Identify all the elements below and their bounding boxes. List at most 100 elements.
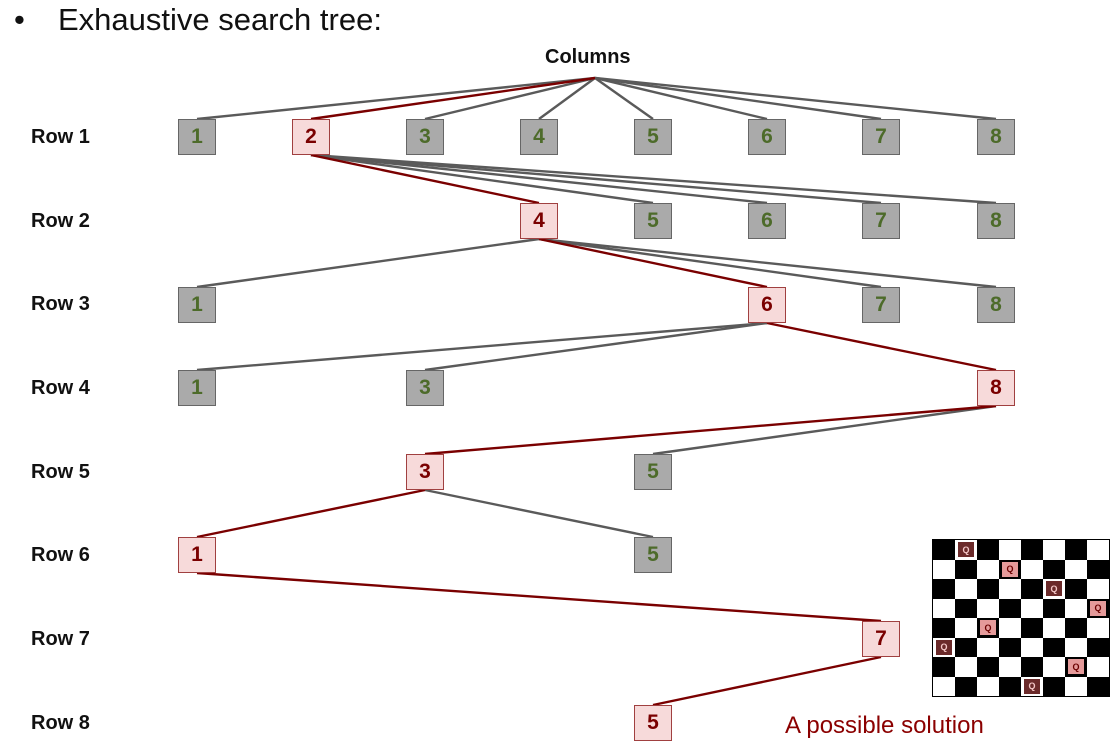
tree-node: 1 xyxy=(178,287,216,323)
board-cell xyxy=(999,618,1021,638)
solution-node: 4 xyxy=(520,203,558,239)
board-cell xyxy=(1043,598,1065,618)
tree-edge xyxy=(424,76,596,121)
board-cell xyxy=(1021,540,1043,560)
board-cell xyxy=(1021,579,1043,599)
solution-board: Q Q Q Q Q Q Q Q xyxy=(932,539,1110,697)
queen-icon: Q xyxy=(1002,561,1018,577)
tree-node: 7 xyxy=(862,287,900,323)
board-cell xyxy=(1043,540,1065,560)
board-cell: Q xyxy=(999,559,1021,579)
board-cell xyxy=(1021,598,1043,618)
board-cell xyxy=(1087,657,1109,677)
tree-edge xyxy=(196,237,540,289)
queen-icon: Q xyxy=(936,639,952,655)
tree-edge xyxy=(310,153,997,205)
row-label-4: Row 4 xyxy=(31,377,90,399)
board-cell xyxy=(999,657,1021,677)
board-cell xyxy=(1065,598,1087,618)
solution-edge xyxy=(424,404,997,456)
tree-edge xyxy=(538,77,596,120)
tree-node: 6 xyxy=(748,203,786,239)
tree-node: 5 xyxy=(634,119,672,155)
tree-edge xyxy=(594,77,654,120)
tree-edge xyxy=(196,321,768,372)
tree-node: 1 xyxy=(178,119,216,155)
row-label-1: Row 1 xyxy=(31,126,90,148)
row-label-7: Row 7 xyxy=(31,628,90,650)
board-cell xyxy=(999,540,1021,560)
board-cell xyxy=(999,637,1021,657)
tree-edge xyxy=(310,153,882,205)
solution-node: 8 xyxy=(977,370,1015,406)
board-cell xyxy=(1021,559,1043,579)
board-cell xyxy=(1065,540,1087,560)
queen-icon: Q xyxy=(1046,581,1062,596)
title-text: Exhaustive search tree: xyxy=(58,2,382,37)
tree-edge xyxy=(652,404,997,456)
board-cell xyxy=(1043,559,1065,579)
board-cell: Q xyxy=(1087,598,1109,618)
row-label-3: Row 3 xyxy=(31,293,90,315)
board-cell xyxy=(933,579,955,599)
board-cell xyxy=(1021,637,1043,657)
board-cell xyxy=(999,579,1021,599)
tree-node: 3 xyxy=(406,370,444,406)
row-label-8: Row 8 xyxy=(31,712,90,734)
solution-edge xyxy=(766,321,997,372)
board-cell: Q xyxy=(1043,579,1065,599)
board-cell xyxy=(1087,618,1109,638)
board-cell xyxy=(955,618,977,638)
board-cell xyxy=(1065,618,1087,638)
board-cell: Q xyxy=(955,540,977,560)
board-cell xyxy=(977,637,999,657)
board-cell xyxy=(1021,657,1043,677)
tree-node: 5 xyxy=(634,454,672,490)
row-label-2: Row 2 xyxy=(31,210,90,232)
board-cell xyxy=(933,657,955,677)
queen-icon: Q xyxy=(958,542,974,557)
tree-edge xyxy=(538,237,997,289)
board-cell xyxy=(1043,618,1065,638)
tree-edge xyxy=(310,153,654,205)
board-cell xyxy=(977,579,999,599)
board-cell xyxy=(955,559,977,579)
tree-node: 8 xyxy=(977,203,1015,239)
board-cell xyxy=(1087,540,1109,560)
board-cell xyxy=(933,618,955,638)
tree-edge xyxy=(310,153,768,205)
board-cell xyxy=(933,540,955,560)
board-cell xyxy=(1065,637,1087,657)
tree-node: 6 xyxy=(748,119,786,155)
tree-node: 5 xyxy=(634,203,672,239)
board-cell xyxy=(1043,657,1065,677)
queen-icon: Q xyxy=(1068,659,1084,674)
board-cell xyxy=(1065,559,1087,579)
board-cell xyxy=(933,559,955,579)
board-cell xyxy=(1043,676,1065,696)
tree-node: 7 xyxy=(862,119,900,155)
tree-edge xyxy=(424,488,654,539)
board-cell xyxy=(1087,637,1109,657)
tree-edge xyxy=(538,237,882,289)
solution-caption: A possible solution xyxy=(785,712,984,739)
board-cell xyxy=(1065,579,1087,599)
tree-edge xyxy=(594,76,997,121)
queen-icon: Q xyxy=(980,620,996,635)
board-cell xyxy=(955,676,977,696)
queen-icon: Q xyxy=(1024,678,1040,694)
board-cell xyxy=(1087,676,1109,696)
tree-edge xyxy=(424,321,768,372)
solution-edge xyxy=(196,488,426,539)
solution-node: 2 xyxy=(292,119,330,155)
board-cell: Q xyxy=(1065,657,1087,677)
solution-edge xyxy=(310,76,596,121)
solution-node: 6 xyxy=(748,287,786,323)
board-cell xyxy=(977,598,999,618)
board-cell: Q xyxy=(977,618,999,638)
board-cell xyxy=(955,657,977,677)
tree-node: 8 xyxy=(977,287,1015,323)
board-cell xyxy=(955,598,977,618)
board-cell xyxy=(1087,579,1109,599)
